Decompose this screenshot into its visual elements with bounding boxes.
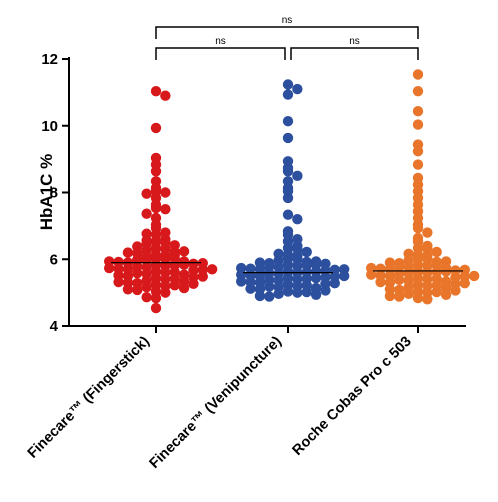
data-point [338, 270, 350, 282]
y-tick-label: 8 [50, 185, 58, 202]
data-point [122, 247, 134, 258]
data-point [245, 283, 256, 294]
data-point [366, 269, 377, 280]
significance-label: ns [282, 15, 293, 26]
data-point [282, 166, 294, 177]
data-point [150, 166, 162, 177]
data-point [310, 272, 322, 284]
significance-bracket [155, 26, 419, 39]
data-point [431, 286, 442, 298]
data-point [292, 287, 303, 298]
data-point [282, 286, 294, 297]
data-point [412, 146, 424, 157]
significance-bracket [155, 47, 286, 60]
data-point [394, 291, 405, 302]
y-axis-title: HbA1C % [37, 154, 56, 231]
data-point [412, 69, 424, 80]
data-point [412, 119, 424, 130]
data-point [310, 289, 322, 300]
data-point [412, 85, 424, 97]
data-point [132, 268, 143, 279]
data-point [113, 276, 124, 288]
data-point [254, 290, 266, 302]
data-point [160, 90, 171, 101]
significance-brackets: ns ns ns [155, 15, 419, 60]
data-point [141, 188, 152, 199]
data-point [178, 259, 190, 270]
data-point [282, 132, 294, 144]
data-point [132, 284, 143, 296]
data-point [282, 192, 294, 204]
y-tick-label: 4 [50, 318, 59, 335]
data-point [188, 278, 199, 290]
data-point [301, 246, 312, 258]
data-point [431, 246, 442, 258]
data-point [320, 285, 331, 296]
data-point [141, 291, 152, 303]
data-point [169, 280, 180, 291]
data-point [273, 288, 284, 300]
data-point [440, 289, 452, 300]
data-point [150, 85, 162, 97]
data-point [150, 302, 162, 314]
median-lines [111, 261, 463, 274]
data-point [264, 291, 275, 302]
data-point [282, 79, 294, 90]
data-point [206, 264, 218, 275]
data-point [292, 214, 303, 225]
data-point [141, 281, 152, 293]
x-category-label: Roche Cobas Pro c 503 [290, 334, 415, 459]
data-point [282, 209, 294, 220]
data-point [122, 284, 134, 295]
data-point [150, 202, 162, 214]
data-point [104, 262, 115, 274]
data-point [329, 278, 340, 289]
y-tick-label: 12 [41, 51, 58, 68]
data-point [141, 208, 152, 219]
data-point [412, 159, 424, 170]
y-tick-label: 6 [50, 251, 58, 268]
significance-bracket [290, 47, 419, 60]
data-point [468, 270, 480, 282]
data-point [459, 278, 470, 289]
data-point [422, 227, 433, 238]
x-category-label: Finecare™ (Venipuncture) [146, 333, 284, 471]
data-point [282, 89, 294, 100]
data-point [282, 116, 294, 127]
data-point [384, 290, 396, 302]
significance-label: ns [215, 36, 226, 47]
data-point [197, 271, 208, 282]
y-tick-label: 10 [41, 118, 58, 135]
data-point [150, 122, 162, 134]
data-point [412, 292, 424, 304]
data-point [150, 292, 162, 304]
data-point [292, 170, 303, 182]
significance-label: ns [349, 36, 360, 47]
data-point [422, 294, 433, 305]
data-point [264, 281, 275, 292]
data-point [403, 288, 414, 300]
data-point [394, 274, 405, 286]
data-point [160, 187, 171, 198]
data-point [292, 83, 303, 95]
data-point [178, 246, 190, 257]
data-point [375, 276, 386, 288]
data-points [104, 69, 480, 314]
x-category-label: Finecare™ (Fingerstick) [25, 333, 153, 461]
data-point [236, 276, 247, 287]
data-point [178, 282, 190, 294]
data-point [450, 285, 461, 296]
data-point [412, 106, 424, 117]
data-point [412, 222, 424, 234]
data-point [160, 203, 171, 215]
data-point [301, 286, 312, 298]
data-point [160, 287, 171, 298]
